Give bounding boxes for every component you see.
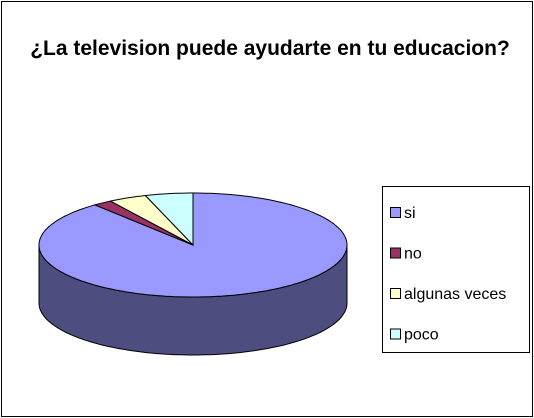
pie-slice xyxy=(144,192,194,247)
legend-label: no xyxy=(404,246,422,263)
legend-box xyxy=(382,186,530,353)
legend-label: si xyxy=(404,205,416,222)
pie-slice xyxy=(109,194,194,246)
legend: si no algunas veces poco xyxy=(382,186,530,353)
legend-label: algunas veces xyxy=(404,286,506,303)
legend-swatch xyxy=(390,288,401,299)
pie-tops xyxy=(38,192,348,298)
legend-swatch xyxy=(390,207,401,218)
legend-label: poco xyxy=(404,327,439,344)
legend-swatch xyxy=(390,247,401,259)
legend-swatch xyxy=(390,328,401,340)
chart-title: ¿La television puede ayudarte en tu educ… xyxy=(30,37,510,60)
